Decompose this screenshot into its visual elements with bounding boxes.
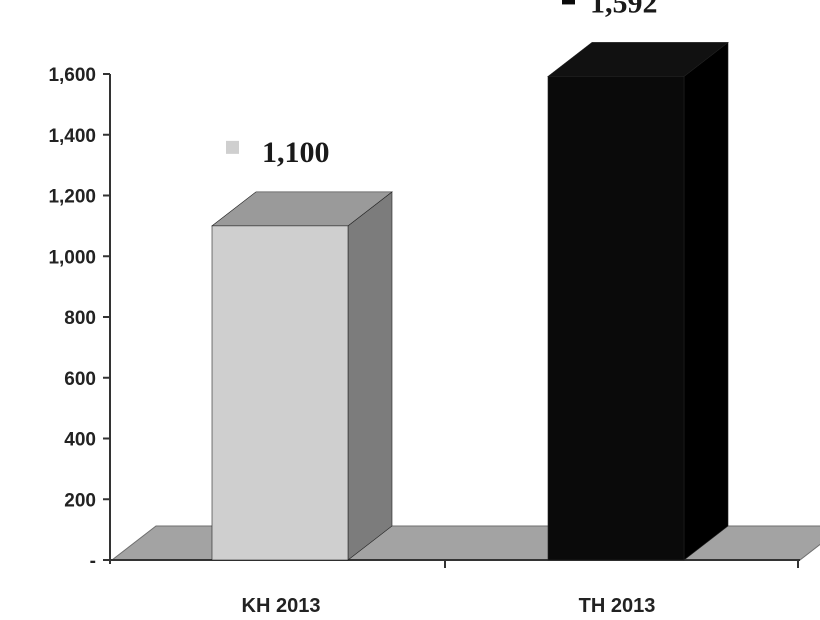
bar-kh-2013 bbox=[211, 191, 393, 561]
bar-front-face bbox=[211, 225, 349, 561]
y-tick-label: 800 bbox=[64, 308, 96, 329]
bar-front-face bbox=[547, 76, 685, 561]
y-tick-label: 1,000 bbox=[48, 247, 96, 268]
x-category-label: KH 2013 bbox=[242, 595, 321, 617]
y-tick-label: - bbox=[90, 551, 96, 572]
y-tick-label: 400 bbox=[64, 430, 96, 451]
bar-side-face bbox=[683, 41, 729, 561]
data-label: 1,592 bbox=[590, 0, 658, 19]
bar-th-2013 bbox=[547, 41, 729, 561]
data-label-marker bbox=[226, 140, 239, 154]
y-tick-label: 600 bbox=[64, 369, 96, 390]
y-tick-label: 200 bbox=[64, 490, 96, 511]
x-category-label: TH 2013 bbox=[579, 595, 656, 617]
data-label-marker bbox=[562, 0, 575, 5]
y-tick-label: 1,200 bbox=[48, 187, 96, 208]
y-tick-label: 1,600 bbox=[48, 65, 96, 86]
data-label: 1,100 bbox=[262, 136, 330, 169]
bar-side-face bbox=[347, 191, 393, 561]
y-tick-label: 1,400 bbox=[48, 126, 96, 147]
